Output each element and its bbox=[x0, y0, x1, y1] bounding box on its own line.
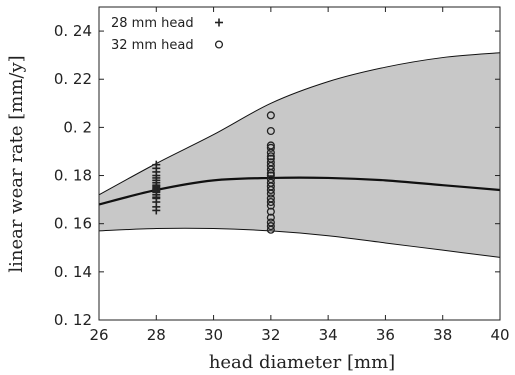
legend-marker-circle bbox=[214, 40, 224, 49]
confidence-band bbox=[99, 52, 500, 258]
y-tick-label: 0. 14 bbox=[54, 263, 92, 281]
y-tick-label: 0. 24 bbox=[54, 22, 92, 40]
x-tick-label: 38 bbox=[433, 326, 452, 344]
data-point-series-2 bbox=[266, 218, 275, 227]
y-axis-label: linear wear rate [mm/y] bbox=[6, 55, 27, 272]
x-tick-label: 34 bbox=[319, 326, 338, 344]
legend-marker-plus bbox=[215, 18, 223, 27]
fit-line-layer bbox=[98, 176, 501, 206]
data-point-series-2 bbox=[266, 207, 275, 216]
data-point-series-2 bbox=[266, 152, 275, 161]
plot-frame bbox=[98, 6, 501, 321]
data-point-series-2 bbox=[266, 222, 275, 231]
scatter-layer bbox=[152, 111, 275, 234]
data-point-series-2 bbox=[266, 194, 275, 203]
fit-line bbox=[98, 176, 501, 206]
x-axis-label: head diameter [mm] bbox=[209, 352, 395, 373]
data-point-series-2 bbox=[266, 213, 275, 222]
x-tick-label: 28 bbox=[147, 326, 166, 344]
ticks-layer: 26 28 30 32 34 36 38 40 0. 12 0. 14 0. 16 0. 18 0. 2… bbox=[54, 7, 510, 344]
data-point-series-2 bbox=[266, 158, 275, 167]
y-tick-label: 0. 2 bbox=[63, 118, 92, 136]
x-tick-label: 32 bbox=[261, 326, 280, 344]
data-point-series-2 bbox=[266, 197, 275, 207]
x-tick-label: 30 bbox=[204, 326, 223, 344]
y-tick-label: 0. 18 bbox=[54, 167, 92, 185]
data-point-series-2 bbox=[266, 126, 275, 136]
legend-entry-label: 32 mm head bbox=[111, 38, 194, 53]
data-point-series-2 bbox=[266, 175, 275, 184]
y-tick-label: 0. 12 bbox=[54, 311, 92, 329]
y-tick-label: 0. 16 bbox=[54, 215, 92, 233]
x-tick-label: 26 bbox=[89, 326, 108, 344]
data-point-series-2 bbox=[266, 143, 275, 152]
data-point-series-2 bbox=[266, 141, 275, 150]
legend: 28 mm head 32 mm head bbox=[111, 16, 224, 53]
axes-layer bbox=[98, 6, 501, 321]
plot-band-layer bbox=[98, 52, 501, 258]
band-upper-edge bbox=[98, 52, 501, 196]
x-tick-label: 36 bbox=[376, 326, 395, 344]
data-point-series-2 bbox=[266, 154, 275, 163]
x-tick-label: 40 bbox=[490, 326, 509, 344]
data-point-series-2 bbox=[266, 171, 275, 180]
data-point-series-2 bbox=[266, 111, 275, 120]
y-tick-label: 0. 22 bbox=[54, 70, 92, 88]
band-lower-edge bbox=[98, 227, 501, 258]
legend-entry-label: 28 mm head bbox=[111, 16, 194, 31]
data-point-series-1 bbox=[152, 160, 161, 169]
